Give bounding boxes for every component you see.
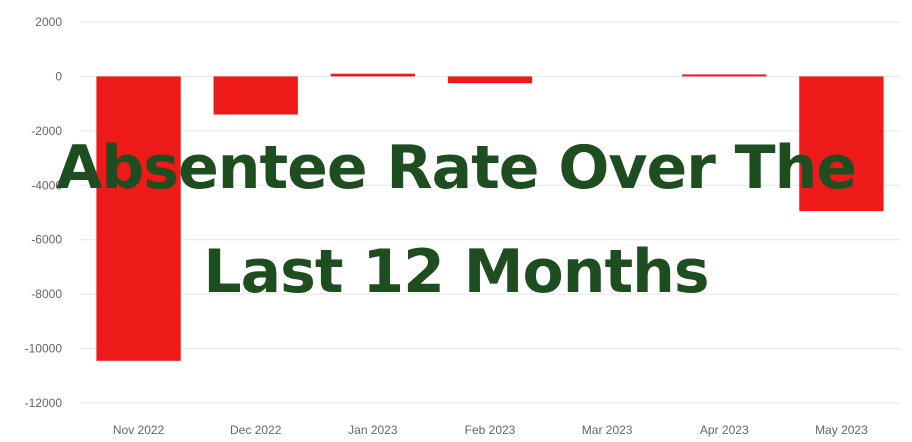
y-tick-label: -12000 (25, 396, 63, 410)
bar-nov-2022[interactable] (96, 76, 181, 361)
y-tick-label: 2000 (35, 15, 62, 29)
x-tick-label: Nov 2022 (113, 423, 165, 437)
y-tick-label: -4000 (31, 178, 62, 192)
y-tick-label: -8000 (31, 287, 62, 301)
bar-may-2023[interactable] (799, 76, 884, 212)
x-tick-label: Jan 2023 (348, 423, 398, 437)
bar-apr-2023[interactable] (682, 74, 767, 77)
x-tick-label: Dec 2022 (230, 423, 282, 437)
y-tick-label: -10000 (25, 342, 63, 356)
bars (96, 73, 884, 361)
x-tick-label: Apr 2023 (700, 423, 749, 437)
x-tick-label: May 2023 (815, 423, 868, 437)
bar-jan-2023[interactable] (330, 73, 416, 77)
bar-feb-2023[interactable] (447, 76, 533, 84)
y-tick-label: 0 (55, 69, 62, 83)
x-tick-label: Feb 2023 (465, 423, 516, 437)
y-axis-ticks: 2000 0 -2000 -4000 -6000 -8000 -10000 -12000 (25, 15, 63, 410)
overlay-title-line-1: Absentee Rate Over The (55, 133, 857, 203)
overlay-title-line-2: Last 12 Months (203, 237, 709, 307)
x-axis-ticks: Nov 2022 Dec 2022 Jan 2023 Feb 2023 Mar 2023… (113, 423, 868, 437)
x-tick-label: Mar 2023 (582, 423, 633, 437)
bar-dec-2022[interactable] (213, 76, 298, 115)
y-tick-label: -2000 (31, 124, 62, 138)
y-tick-label: -6000 (31, 233, 62, 247)
